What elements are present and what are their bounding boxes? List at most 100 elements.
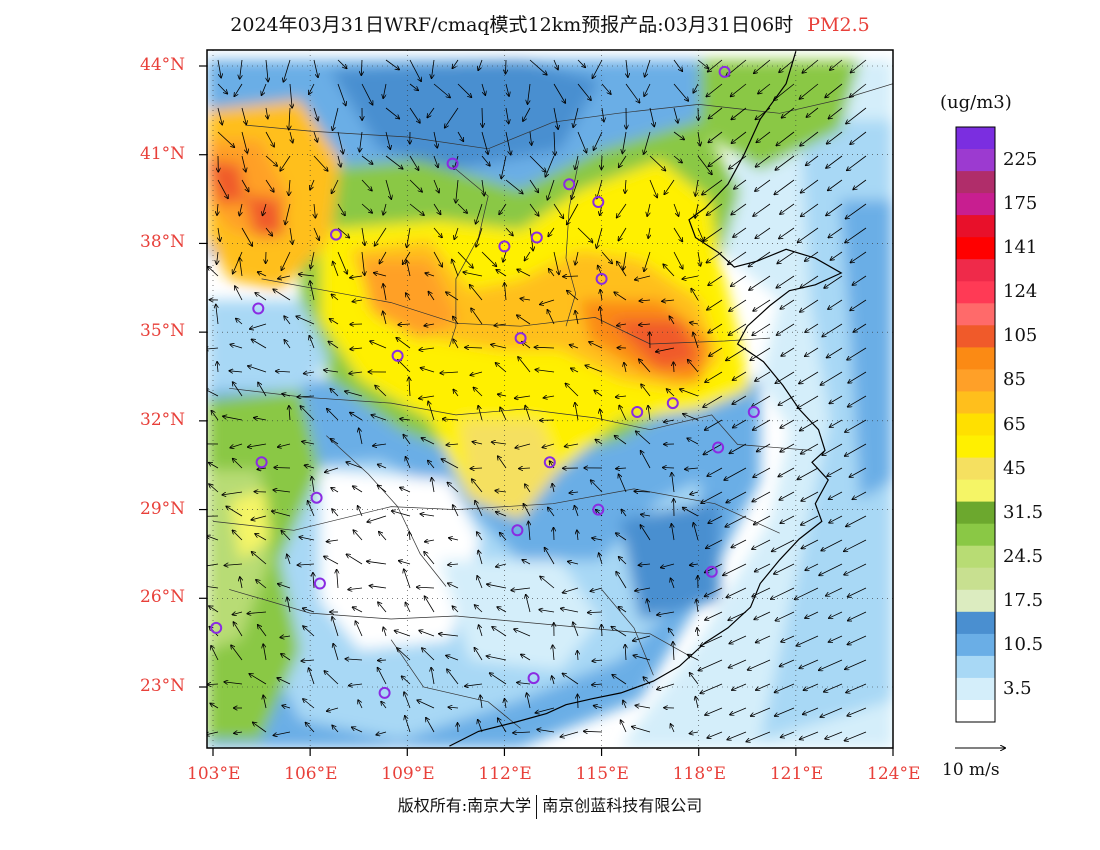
wind-arrow — [457, 203, 467, 213]
city-marker — [313, 577, 326, 590]
wind-arrow — [385, 107, 399, 119]
wind-arrow — [698, 659, 723, 671]
wind-arrow — [332, 725, 339, 733]
wind-arrow — [705, 371, 723, 382]
wind-arrow — [746, 731, 771, 742]
wind-arrow — [673, 59, 682, 71]
wind-arrow — [422, 648, 435, 661]
wind-arrow — [644, 131, 651, 154]
wind-arrow — [443, 419, 459, 420]
colorbar-segment — [956, 611, 995, 635]
wind-arrow — [590, 587, 603, 591]
wind-arrow — [594, 131, 603, 150]
wind-arrow — [801, 443, 819, 454]
wind-arrow — [236, 319, 243, 325]
wind-arrow — [500, 533, 507, 541]
wind-arrow — [265, 131, 274, 147]
wind-arrow — [649, 179, 657, 198]
wind-arrow — [708, 515, 723, 523]
wind-arrow — [680, 389, 699, 397]
wind-arrow — [529, 155, 546, 172]
wind-arrow — [378, 660, 387, 661]
wind-arrow — [553, 645, 554, 661]
city-marker — [543, 456, 556, 469]
wind-arrow — [673, 362, 674, 373]
wind-arrow — [616, 468, 627, 469]
wind-arrow — [217, 107, 222, 125]
wind-arrow — [693, 523, 699, 541]
colorbar-segment — [956, 215, 995, 238]
wind-arrow — [780, 203, 795, 214]
wind-arrow — [553, 251, 559, 274]
wind-arrow — [370, 586, 387, 588]
wind-arrow — [433, 203, 441, 214]
wind-arrow — [774, 563, 795, 574]
wind-arrow — [673, 227, 682, 242]
wind-arrow — [752, 539, 771, 549]
city-marker — [747, 406, 760, 418]
wind-arrow — [685, 468, 699, 469]
wind-arrow — [452, 606, 459, 613]
map-frame — [206, 49, 894, 749]
colorbar-label: 65 — [1003, 413, 1026, 435]
wind-arrow — [673, 107, 678, 123]
wind-arrow — [827, 131, 843, 144]
wind-arrow — [596, 227, 603, 248]
wind-arrow — [780, 299, 795, 309]
wind-arrow — [612, 675, 627, 685]
wind-arrow — [449, 538, 459, 540]
wind-arrow — [571, 179, 579, 199]
wind-arrow — [589, 342, 603, 349]
wind-arrow — [447, 669, 459, 685]
colorbar-label: 105 — [1003, 325, 1038, 347]
wind-arrow — [641, 451, 651, 469]
wind-arrow — [780, 659, 795, 666]
wind-arrow — [673, 203, 679, 216]
wind-arrow — [825, 731, 843, 739]
wind-arrow — [241, 227, 252, 246]
wind-arrow — [337, 59, 347, 68]
wind-arrow — [755, 107, 771, 119]
wind-arrow — [829, 611, 843, 618]
wind-arrow — [599, 553, 603, 565]
wind-arrow — [346, 554, 363, 565]
wind-arrow — [349, 372, 363, 374]
lon-label: 124°E — [867, 764, 921, 784]
wind-arrow — [751, 707, 771, 716]
wind-arrow — [669, 629, 675, 637]
wind-arrow — [640, 525, 651, 541]
wind-arrow — [252, 339, 267, 349]
copyright-company: 南京创蓝科技有限公司 — [542, 796, 703, 815]
wind-arrow — [217, 362, 218, 373]
wind-arrow — [265, 179, 274, 192]
wind-arrow — [664, 420, 675, 422]
wind-arrow — [729, 659, 747, 668]
wind-arrow — [820, 707, 843, 717]
wind-arrow — [688, 360, 699, 373]
wind-arrow — [575, 311, 579, 325]
province-boundary — [229, 387, 813, 451]
wind-arrow — [623, 700, 626, 709]
wind-arrow — [249, 674, 267, 685]
wind-arrow — [229, 371, 243, 372]
wind-arrow — [800, 419, 819, 431]
province-boundary — [326, 435, 447, 587]
wind-arrow — [690, 732, 699, 734]
wind-arrow — [419, 396, 435, 399]
wind-arrow — [337, 251, 347, 274]
city-marker — [391, 349, 404, 362]
wind-arrow — [728, 251, 747, 264]
wind-arrow — [255, 293, 267, 301]
wind-arrow — [567, 291, 579, 301]
colorbar-label: 24.5 — [1003, 545, 1044, 567]
wind-arrow — [263, 644, 267, 661]
wind-arrow — [361, 179, 372, 191]
wind-arrow — [338, 155, 341, 167]
wind-arrow — [399, 561, 411, 565]
wind-arrow — [281, 531, 291, 541]
wind-arrow — [852, 491, 867, 499]
wind-arrow — [515, 396, 531, 398]
wind-arrow — [574, 506, 579, 517]
wind-arrow — [601, 625, 602, 637]
wind-arrow — [289, 406, 290, 421]
